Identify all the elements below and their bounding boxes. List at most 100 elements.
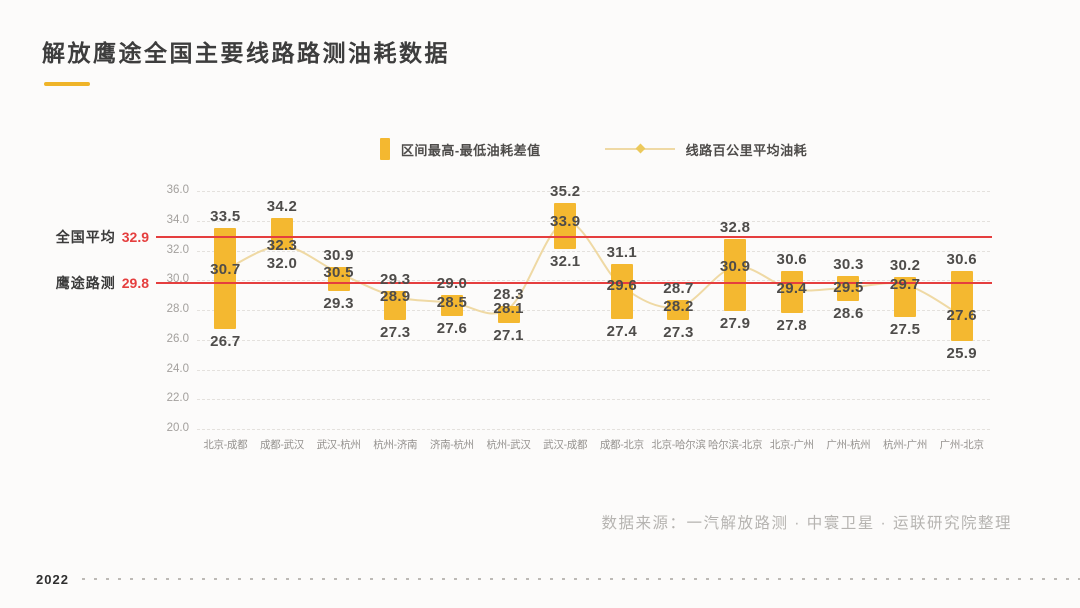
bar-low-label: 32.0 [266,254,298,272]
range-bar [497,305,520,324]
x-category-label: 北京-哈尔滨 [651,439,706,451]
bar-high-label: 34.2 [266,197,298,215]
bar-low-label: 29.3 [323,294,354,312]
range-bar [440,295,463,316]
range-bar [610,263,633,319]
y-gridline [197,250,990,252]
chart-legend: 区间最高-最低油耗差值 线路百公里平均油耗 [197,136,990,162]
range-bar [894,277,917,318]
bar-low-label: 27.6 [436,319,468,337]
reference-line [156,282,992,285]
bar-high-label: 29.0 [436,275,468,293]
bar-avg-label: 30.5 [323,263,354,281]
reference-line-name: 鹰途路测 [55,275,116,292]
bar-avg-label: 30.7 [210,260,241,278]
y-gridline [197,369,990,371]
bar-avg-label: 27.6 [946,306,977,324]
x-category-label: 杭州-武汉 [486,439,531,451]
bar-avg-label: 32.3 [266,237,298,255]
bar-high-label: 30.6 [776,251,807,269]
bar-low-label: 32.1 [549,253,581,270]
plot-area: 36.0 34.0 32.0 30.0 28.0 26.0 24.0 22.0 20.0 全国平均… [56,183,992,451]
bar-high-label: 30.6 [946,251,977,269]
x-category-label: 广州-北京 [939,439,984,451]
bar-high-label: 30.3 [833,255,864,273]
y-tick-label: 24.0 [166,362,189,375]
bar-low-label: 27.8 [776,316,807,334]
bar-avg-label: 29.6 [606,277,638,295]
range-bar [950,271,973,342]
y-gridline [197,339,990,341]
bar-high-label: 30.9 [323,246,354,264]
x-category-label: 济南-杭州 [429,439,474,451]
bar-low-label: 27.3 [663,324,694,342]
y-tick-label: 34.0 [166,213,189,226]
x-category-label: 成都-武汉 [259,439,304,451]
range-bar [780,271,803,313]
x-category-label: 武汉-成都 [543,439,588,451]
y-gridline [197,220,990,222]
line-marker-icon [604,138,675,160]
reference-line-value: 32.9 [121,229,149,246]
bar-low-label: 27.3 [380,324,411,342]
reference-line-value: 29.8 [121,275,149,292]
bar-high-label: 30.2 [889,257,921,275]
title-underline [44,82,90,86]
bar-low-label: 28.6 [833,305,864,323]
y-tick-label: 22.0 [166,392,189,405]
reference-line-label: 全国平均 32.9 [29,227,149,247]
bar-high-label: 32.8 [719,218,751,236]
x-category-label: 杭州-济南 [373,439,418,451]
y-tick-label: 28.0 [166,303,189,315]
legend-line-label: 线路百公里平均油耗 [685,142,808,158]
x-category-label: 北京-成都 [203,439,248,451]
data-source-note: 数据来源：一汽解放路测 · 中寰卫星 · 运联研究院整理 [601,515,1012,532]
range-bar [327,266,350,291]
legend-item-average-line: 线路百公里平均油耗 [604,138,808,160]
diamond-marker-icon [635,143,646,154]
y-gridline [197,191,990,192]
range-bar [667,299,690,321]
bar-low-label: 27.9 [719,315,751,333]
bar-avg-label: 28.9 [380,287,411,305]
bar-avg-label: 33.9 [549,213,581,231]
y-gridline [197,399,990,401]
range-bar [837,275,860,302]
year-label: 2022 [36,572,69,587]
x-category-label: 成都-北京 [599,439,644,451]
bar-low-label: 25.9 [946,345,977,363]
bar-low-label: 27.1 [493,327,524,345]
y-gridline [197,429,990,430]
range-bar [724,238,747,312]
x-category-label: 广州-杭州 [826,439,871,451]
x-category-label: 北京-广州 [769,439,814,451]
range-bar [270,217,293,251]
footer-dotted-divider [82,578,1080,580]
bar-avg-label: 28.1 [493,299,524,317]
bar-low-label: 26.7 [210,333,241,351]
reference-line [156,236,992,239]
legend-bar-label: 区间最高-最低油耗差值 [400,142,541,158]
range-bar [214,228,237,330]
bar-low-label: 27.4 [606,322,638,340]
reference-line-name: 全国平均 [55,229,116,246]
reference-line-label: 鹰途路测 29.8 [29,273,149,293]
y-tick-label: 36.0 [166,184,189,196]
y-gridline [197,310,990,311]
bar-avg-label: 29.7 [889,275,921,293]
x-category-label: 杭州-广州 [883,439,928,451]
range-bar [384,290,407,321]
bar-avg-label: 28.2 [663,298,694,316]
bar-low-label: 27.5 [889,321,921,339]
bar-high-label: 35.2 [549,182,581,200]
bar-high-label: 33.5 [210,208,241,226]
y-tick-label: 20.0 [166,422,189,434]
bar-avg-label: 29.4 [776,280,807,298]
bar-high-label: 28.7 [663,279,694,297]
x-category-label: 武汉-杭州 [316,439,361,451]
bar-avg-label: 29.5 [833,278,864,296]
bar-high-label: 29.3 [380,270,411,288]
y-gridline [197,280,990,282]
page-title: 解放鹰途全国主要线路路测油耗数据 [42,40,450,66]
